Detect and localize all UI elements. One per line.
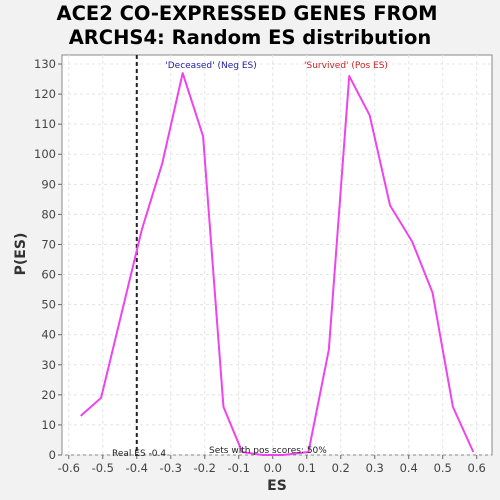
x-tick-label: -0.5 [92,461,114,475]
y-tick-label: 80 [41,207,56,221]
x-tick-label: -0.1 [228,461,250,475]
pos-scores-label: Sets with pos scores: 50% [209,446,327,456]
y-tick-label: 100 [34,147,56,161]
x-tick-label: -0.4 [126,461,148,475]
x-tick-label: 0.2 [332,461,350,475]
x-axis-title: ES [267,478,287,494]
x-tick-label: 0.6 [468,461,486,475]
real-es-label: Real ES -0.4 [112,449,166,459]
y-tick-label: 130 [34,57,56,71]
y-tick-label: 120 [34,87,56,101]
y-tick-label: 90 [41,177,56,191]
y-tick-label: 110 [34,117,56,131]
y-tick-label: 20 [41,388,56,402]
chart-title-line-2: ARCHS4: Random ES distribution [69,26,432,49]
y-tick-label: 60 [41,268,56,282]
y-axis-ticks: 0 10 20 30 40 50 60 70 80 90 100 110 120 130 [34,57,62,462]
y-tick-label: 70 [41,237,56,251]
x-tick-label: 0.0 [264,461,282,475]
chart-title-line-1: ACE2 CO-EXPRESSED GENES FROM [56,2,437,25]
y-tick-label: 10 [41,418,56,432]
y-tick-label: 40 [41,328,56,342]
es-distribution-line [80,72,475,456]
plot-area [61,54,493,456]
y-tick-label: 30 [41,358,56,372]
pos-es-label: 'Survived' (Pos ES) [304,61,388,71]
y-axis-title: P(ES) [13,233,29,276]
x-tick-label: 0.5 [434,461,452,475]
x-axis-ticks: -0.6 -0.5 -0.4 -0.3 -0.2 -0.1 0.0 0.1 0.2 0.3 0.4 0… [58,455,486,475]
x-tick-label: 0.3 [366,461,384,475]
x-tick-label: -0.2 [194,461,216,475]
x-tick-label: 0.1 [298,461,316,475]
neg-es-label: 'Deceased' (Neg ES) [165,61,256,71]
y-tick-label: 50 [41,298,56,312]
x-tick-label: -0.3 [160,461,182,475]
x-tick-label: 0.4 [400,461,418,475]
y-tick-label: 0 [49,448,56,462]
x-tick-label: -0.6 [58,461,80,475]
